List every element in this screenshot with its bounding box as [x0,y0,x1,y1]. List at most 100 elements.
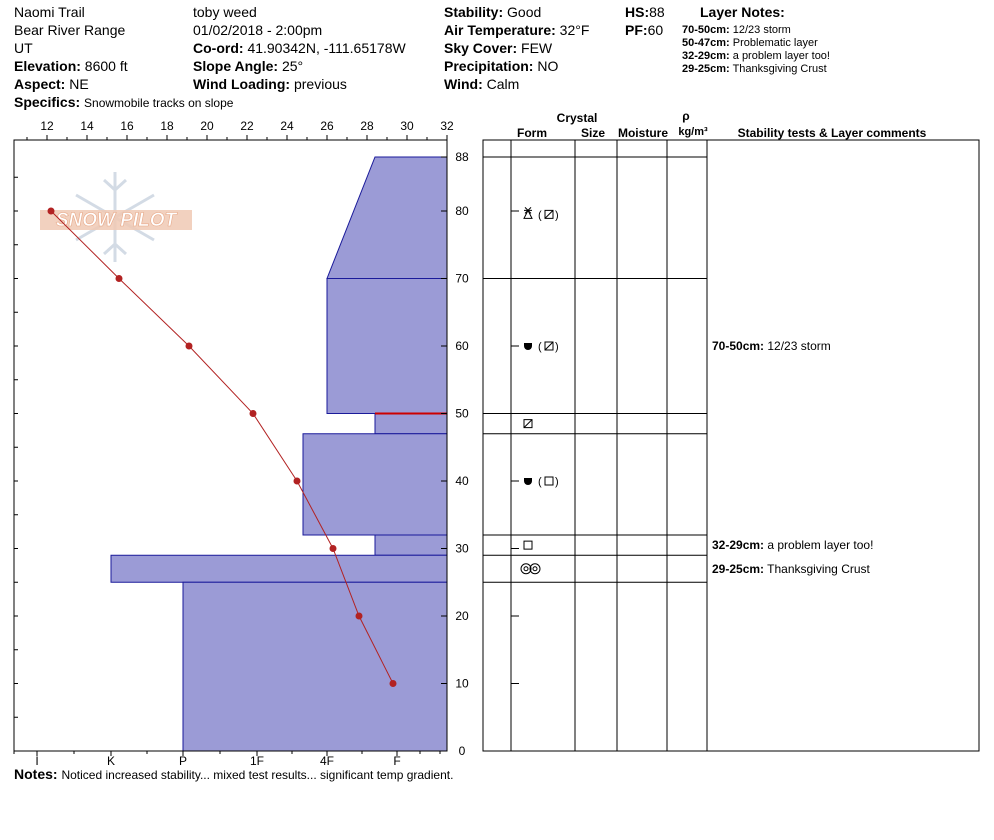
diagonal-shape [523,419,533,428]
slope-field: Slope Angle: 25° [193,58,303,74]
paren-close: ) [555,476,559,488]
specifics-field: Specifics: Snowmobile tracks on slope [14,94,233,110]
hs-field: HS:88 [625,4,665,20]
temperature-point [329,545,337,552]
hs-value: 88 [649,4,665,20]
hardness-layer [110,554,448,583]
depth-tick-label: 20 [455,609,469,623]
moisture-header: Moisture [618,126,668,140]
wind-value: Calm [486,76,520,92]
ring-shape [529,563,541,575]
new-snow-rounding-icon [523,207,533,219]
wind-loading-value: previous [293,76,347,92]
hardness-layer [326,278,448,414]
cup-shape [524,478,532,485]
hardness-layer [326,156,448,279]
box-shape [523,540,533,550]
temp-tick-label: 32 [440,119,454,133]
hardness-tick-label: P [179,754,187,768]
melt-form-icon [524,478,532,485]
location-name: Naomi Trail [14,4,85,20]
density-header: kg/m³ [678,126,708,138]
table-column-dividers [510,140,708,751]
specifics-value: Snowmobile tracks on slope [84,96,234,110]
layer-notes-title: Layer Notes: [700,4,785,20]
comments-header: Stability tests & Layer comments [738,126,927,140]
layer-note-range: 29-25cm: [682,63,730,75]
faceted-rounded-icon [544,209,554,219]
wind-loading-field: Wind Loading: previous [193,76,347,92]
layer-note-text: a problem layer too! [732,50,830,62]
box-shape [523,419,533,429]
hardness-layer [374,534,448,556]
temperature-line [50,210,394,684]
ring-shape [532,566,538,572]
star-shape [524,207,532,214]
temp-tick-label: 18 [160,119,174,133]
state-name: UT [14,40,33,56]
temperature-point [389,680,397,687]
range-name: Bear River Range [14,22,126,38]
wind-loading-label: Wind Loading: [193,76,291,92]
depth-tick-label: 88 [455,150,469,164]
ring-shape [523,566,529,572]
depth-tick-label: 50 [455,407,469,421]
size-header: Size [581,126,605,140]
layer-note: 32-29cm: a problem layer too! [682,50,830,63]
coord-field: Co-ord: 41.90342N, -111.65178W [193,40,406,56]
crystal-header: Crystal [557,111,598,125]
faceted-icon [523,540,533,550]
diagonal-shape [544,341,554,351]
layer-note-range: 70-50cm: [682,24,730,36]
layer-comment-range: 32-29cm: [712,538,764,552]
air-temp-label: Air Temperature: [444,22,556,38]
melt-form-icon [524,343,532,350]
temperature-point [185,342,193,350]
layer-note-text: Problematic layer [732,37,818,49]
pf-label: PF: [625,22,648,38]
faceted-rounded-icon [523,419,533,429]
hardness-tick-label: K [107,754,115,768]
precip-label: Precipitation: [444,58,534,74]
notes-label: Notes: [14,766,58,782]
aspect-value: NE [69,76,89,92]
temperature-point [249,410,257,417]
layer-note: 70-50cm: 12/23 storm [682,24,791,37]
stability-label: Stability: [444,4,504,20]
paren-close: ) [555,341,559,353]
hardness-tick-label: I [35,754,38,768]
hs-label: HS: [625,4,650,20]
depth-tick-label: 70 [455,272,469,286]
elevation-label: Elevation: [14,58,81,74]
temp-tick-label: 22 [240,119,254,133]
depth-tick-label: 30 [455,542,469,556]
paren-close: ) [555,209,559,221]
air-temp-value: 32°F [559,22,590,38]
temp-tick-label: 26 [320,119,334,133]
sky-field: Sky Cover: FEW [444,40,552,56]
triangle-shape [523,209,533,219]
specifics-label: Specifics: [14,94,81,110]
paren-open: ( [538,476,542,488]
temp-tick-label: 12 [40,119,54,133]
temp-tick-label: 24 [280,119,294,133]
datetime: 01/02/2018 - 2:00pm [193,22,323,38]
aspect-label: Aspect: [14,76,66,92]
elevation-value: 8600 ft [84,58,128,74]
temp-tick-label: 30 [400,119,414,133]
wind-label: Wind: [444,76,483,92]
box-shape [544,209,554,219]
layer-comment: 32-29cm: a problem layer too! [712,538,873,552]
precip-field: Precipitation: NO [444,58,558,74]
layer-comment: 29-25cm: Thanksgiving Crust [712,562,871,576]
notes-field: Notes: Noticed increased stability... mi… [14,766,453,782]
notes-text: Noticed increased stability... mixed tes… [61,768,454,782]
depth-tick-label: 60 [455,339,469,353]
air-temp-field: Air Temperature: 32°F [444,22,589,38]
layer-note-text: 12/23 storm [732,24,791,36]
pf-field: PF:60 [625,22,663,38]
layer-note-range: 32-29cm: [682,50,730,62]
wind-field: Wind: Calm [444,76,519,92]
layer-table-frame [482,139,980,752]
stability-value: Good [507,4,542,20]
